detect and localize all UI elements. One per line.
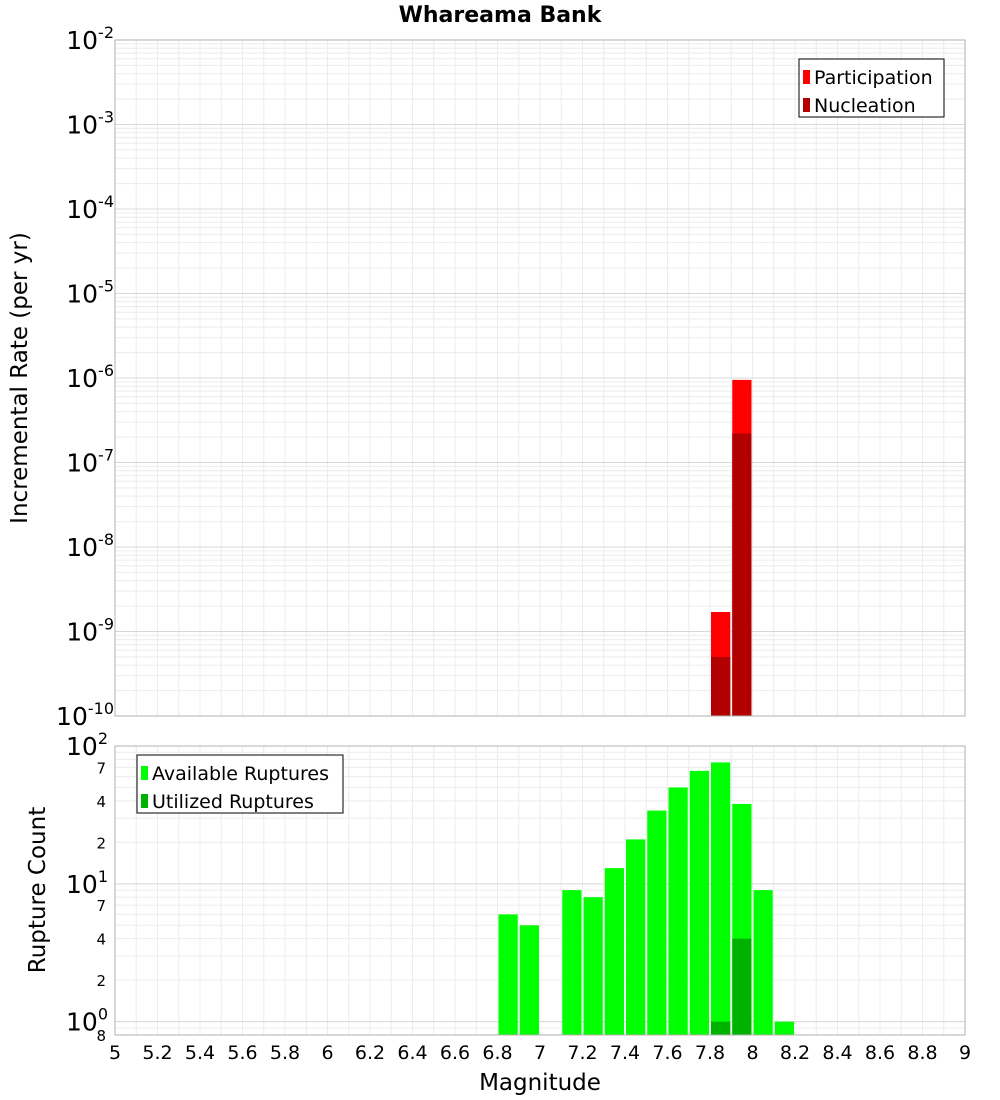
top-bar-s2 <box>711 656 731 716</box>
bottom-y-tick-label: 101 <box>66 867 108 899</box>
chart-title: Whareama Bank <box>399 3 603 28</box>
bottom-bar-s1 <box>668 787 688 1035</box>
bottom-bar-s1 <box>689 770 709 1035</box>
bottom-y-minor-label: 2 <box>96 834 106 852</box>
bottom-bar-s1 <box>604 868 624 1035</box>
bottom-bar-s1 <box>498 914 518 1035</box>
bottom-y-tick-label: 102 <box>66 729 108 761</box>
x-tick-label: 5.2 <box>142 1042 172 1064</box>
top-legend: Participation Nucleation <box>798 58 945 118</box>
x-axis-label: Magnitude <box>479 1070 601 1096</box>
top-y-tick-label: 10-2 <box>66 23 114 55</box>
bottom-y-minor-label: 4 <box>96 931 106 949</box>
bottom-y-minor-label: 7 <box>96 897 106 915</box>
bottom-bar-s1 <box>774 1021 794 1035</box>
top-grid <box>114 40 966 717</box>
bottom-legend-swatch <box>141 794 148 808</box>
top-y-tick-label: 10-7 <box>66 446 114 478</box>
x-tick-label: 7 <box>534 1042 546 1064</box>
top-bar-s2 <box>732 433 752 716</box>
bottom-legend-swatch <box>141 766 148 780</box>
x-tick-label: 8.8 <box>907 1042 937 1064</box>
bottom-bar-s1 <box>647 810 667 1035</box>
x-tick-label: 7.4 <box>610 1042 640 1064</box>
top-legend-box <box>798 58 945 118</box>
bottom-y-tick-labels: 102 101 100 7 4 2 7 4 2 8 <box>66 729 108 1045</box>
top-legend-entry: Participation <box>814 67 933 89</box>
top-plot-frame <box>114 39 966 717</box>
x-tick-label: 6.2 <box>355 1042 385 1064</box>
bottom-y-minor-label: 8 <box>96 1027 106 1045</box>
bottom-bar-s1 <box>711 762 731 1035</box>
x-tick-label: 8.6 <box>865 1042 895 1064</box>
top-y-tick-label: 10-3 <box>66 108 114 140</box>
x-tick-label: 6.6 <box>440 1042 470 1064</box>
x-tick-label: 7.6 <box>652 1042 682 1064</box>
bottom-bar-s1 <box>626 839 646 1035</box>
bottom-plot-frame <box>114 745 966 1036</box>
top-y-tick-label: 10-10 <box>56 699 114 731</box>
x-tick-label: 5.6 <box>227 1042 257 1064</box>
top-y-tick-labels: 10-2 10-3 10-4 10-5 10-6 10-7 10-8 10-9 10-10 <box>56 23 114 731</box>
top-y-tick-label: 10-5 <box>66 277 114 309</box>
x-tick-label: 6 <box>321 1042 333 1064</box>
x-tick-label: 8.2 <box>780 1042 810 1064</box>
top-y-tick-label: 10-6 <box>66 361 114 393</box>
x-tick-label: 9 <box>959 1042 971 1064</box>
bottom-bar-s2 <box>732 938 752 1035</box>
bottom-y-tick-label: 100 <box>66 1005 108 1037</box>
x-tick-label: 6.4 <box>397 1042 427 1064</box>
x-tick-label: 8 <box>746 1042 758 1064</box>
top-bars <box>711 379 752 716</box>
x-tick-label: 8.4 <box>822 1042 852 1064</box>
bottom-legend-entry: Available Ruptures <box>152 763 329 785</box>
bottom-bar-s1 <box>753 890 773 1035</box>
x-tick-label: 7.8 <box>695 1042 725 1064</box>
x-tick-label: 5.8 <box>270 1042 300 1064</box>
top-y-tick-label: 10-8 <box>66 530 114 562</box>
bottom-bar-s1 <box>562 890 582 1035</box>
bottom-legend-entry: Utilized Ruptures <box>152 791 314 813</box>
x-tick-label: 6.8 <box>482 1042 512 1064</box>
x-tick-label: 5 <box>109 1042 121 1064</box>
x-tick-label: 7.2 <box>567 1042 597 1064</box>
top-legend-swatch <box>803 98 810 112</box>
bottom-bar-s2 <box>711 1021 731 1035</box>
bottom-y-minor-label: 7 <box>96 759 106 777</box>
bottom-legend: Available Ruptures Utilized Ruptures <box>136 754 344 814</box>
x-tick-labels: 5 5.2 5.4 5.6 5.8 6 6.2 6.4 6.6 6.8 7 7.2 7.4 7.6 7.8 8… <box>109 1042 971 1064</box>
bottom-bar-s1 <box>519 925 539 1035</box>
bottom-legend-box <box>136 754 344 814</box>
top-y-axis-label: Incremental Rate (per yr) <box>7 232 33 524</box>
top-y-tick-label: 10-9 <box>66 615 114 647</box>
bottom-y-axis-label: Rupture Count <box>25 807 51 973</box>
bottom-bars <box>498 762 794 1035</box>
top-legend-entry: Nucleation <box>814 95 916 117</box>
bottom-y-minor-label: 2 <box>96 972 106 990</box>
bottom-bar-s1 <box>583 897 603 1035</box>
bottom-y-minor-label: 4 <box>96 793 106 811</box>
top-legend-swatch <box>803 70 810 84</box>
x-tick-label: 5.4 <box>185 1042 215 1064</box>
top-y-tick-label: 10-4 <box>66 192 114 224</box>
